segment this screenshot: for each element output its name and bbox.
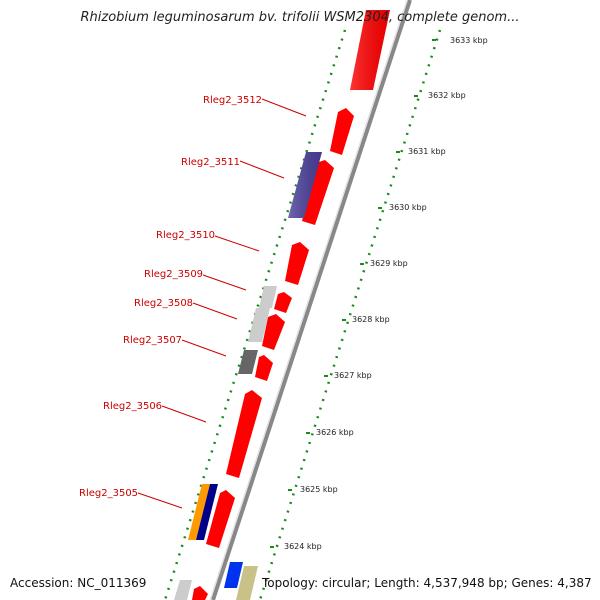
tick-label-3628: 3628 kbp — [352, 315, 390, 324]
gene-labels: Rleg2_3512 Rleg2_3511 Rleg2_3510 Rleg2_3… — [79, 95, 262, 499]
tick-label-3626: 3626 kbp — [316, 428, 354, 437]
tick-label-3627: 3627 kbp — [334, 371, 372, 380]
label-leaders — [137, 98, 307, 509]
leader-line — [192, 302, 238, 320]
orange-feature — [188, 484, 210, 540]
cds-arrow — [255, 355, 273, 381]
genome-summary-text: Topology: circular; Length: 4,537,948 bp… — [262, 576, 592, 590]
right-dotted-ring — [258, 29, 442, 600]
tick-label-3625: 3625 kbp — [300, 485, 338, 494]
cds-arrow — [302, 160, 334, 225]
gene-label-rleg2-3507: Rleg2_3507 — [123, 335, 182, 346]
leader-line — [239, 160, 285, 179]
gene-label-rleg2-3508: Rleg2_3508 — [134, 298, 193, 309]
tick-label-3633: 3633 kbp — [450, 36, 488, 45]
leader-line — [137, 492, 183, 509]
cds-arrow — [262, 314, 285, 350]
leader-line — [181, 339, 227, 357]
lightgray-feature — [259, 286, 277, 308]
tick-labels: 3633 kbp 3632 kbp 3631 kbp 3630 kbp 3629… — [284, 36, 488, 551]
lightgray-feature — [248, 308, 270, 342]
leader-line — [202, 274, 247, 291]
genome-backbone-highlight — [209, 0, 408, 600]
shade — [350, 10, 390, 90]
cds-arrow — [226, 390, 262, 478]
cds-arrow — [330, 108, 354, 155]
tick-marks — [270, 39, 436, 548]
lightgray-feature — [174, 580, 192, 600]
navy-feature — [196, 484, 218, 540]
gene-label-rleg2-3510: Rleg2_3510 — [156, 230, 215, 241]
tick-label-3632: 3632 kbp — [428, 91, 466, 100]
cds-arrow — [206, 490, 235, 548]
map-title: Rhizobium leguminosarum bv. trifolii WSM… — [80, 10, 520, 25]
darkgray-feature — [238, 350, 258, 374]
accession-text: Accession: NC_011369 — [10, 576, 147, 590]
shade — [288, 152, 322, 218]
gene-label-rleg2-3506: Rleg2_3506 — [103, 401, 162, 412]
leader-line — [214, 235, 260, 252]
gene-label-rleg2-3512: Rleg2_3512 — [203, 95, 262, 106]
tick-label-3624: 3624 kbp — [284, 542, 322, 551]
tick-label-3629: 3629 kbp — [370, 259, 408, 268]
cds-arrow — [285, 242, 309, 285]
feature-shading — [288, 10, 390, 218]
leader-line — [261, 98, 307, 117]
gene-label-rleg2-3511: Rleg2_3511 — [181, 157, 240, 168]
tick-label-3631: 3631 kbp — [408, 147, 446, 156]
khaki-feature — [236, 566, 258, 600]
leader-line — [161, 405, 207, 423]
other-features — [174, 152, 322, 600]
gene-label-rleg2-3509: Rleg2_3509 — [144, 269, 203, 280]
cds-arrow — [192, 586, 208, 600]
genome-backbone — [211, 0, 412, 600]
gene-label-rleg2-3505: Rleg2_3505 — [79, 488, 138, 499]
cds-arrow — [274, 292, 292, 313]
blue-feature — [224, 562, 243, 588]
tick-label-3630: 3630 kbp — [389, 203, 427, 212]
